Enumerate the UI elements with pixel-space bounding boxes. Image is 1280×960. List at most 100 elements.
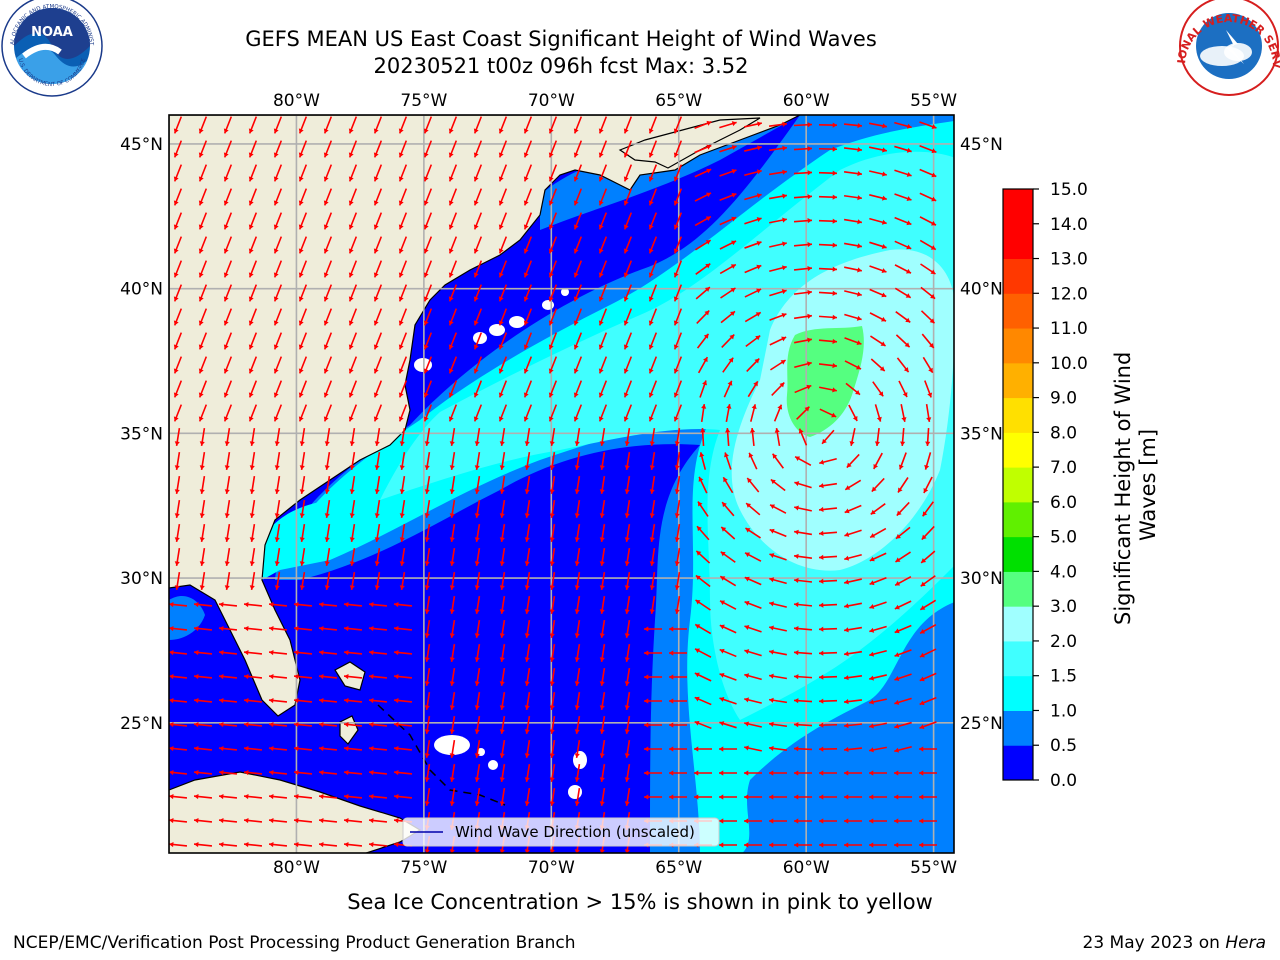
wave-arrow (549, 475, 556, 495)
wave-arrow (423, 236, 433, 254)
wave-arrow (648, 332, 658, 350)
wave-arrow (818, 578, 838, 584)
wave-arrow (873, 452, 883, 470)
wave-arrow (343, 793, 363, 800)
colorbar-segment (1003, 640, 1033, 677)
wave-arrow (694, 239, 712, 251)
wave-arrow (574, 499, 581, 519)
wave-arrow (423, 116, 433, 134)
wave-arrow (399, 571, 406, 591)
wave-arrow (474, 595, 481, 615)
wave-arrow (623, 308, 633, 326)
wave-arrow (374, 451, 381, 471)
wave-arrow (624, 427, 631, 447)
wave-arrow (696, 333, 710, 349)
lat-tick-label-left: 25°N (120, 714, 163, 734)
wave-arrow (869, 312, 887, 322)
wave-arrow (169, 697, 188, 704)
wave-arrow (424, 667, 431, 687)
wave-arrow (398, 380, 408, 398)
wave-arrow (749, 427, 756, 447)
wave-arrow (673, 260, 683, 278)
wave-arrow (193, 673, 213, 680)
wave-arrow (424, 763, 431, 783)
wave-arrow (243, 793, 263, 800)
wave-arrow (474, 547, 481, 567)
wave-arrow (169, 817, 188, 824)
wave-arrow (719, 216, 737, 226)
wave-arrow (548, 140, 558, 158)
wave-arrow (198, 380, 208, 398)
wave-arrow (268, 841, 288, 848)
wave-arrow (448, 332, 458, 350)
wave-arrow (474, 523, 481, 543)
wave-arrow (298, 116, 308, 134)
wave-arrow (249, 523, 256, 543)
wave-arrow (649, 499, 656, 519)
wave-arrow (169, 649, 188, 656)
field-1.0-1.5-florida (258, 500, 360, 580)
wave-arrow (745, 502, 761, 516)
wave-arrow (398, 332, 408, 350)
colorbar-tick-label: 9.0 (1050, 389, 1077, 409)
wave-arrow (474, 643, 481, 663)
wave-arrow (218, 625, 238, 632)
wave-arrow (448, 308, 458, 326)
wave-arrow (818, 266, 838, 272)
wave-arrow (599, 667, 606, 687)
wave-arrow (869, 217, 887, 225)
wave-arrow (368, 841, 388, 848)
wave-arrow (769, 265, 787, 273)
wave-arrow (894, 673, 912, 681)
wave-arrow (499, 691, 506, 711)
wave-arrow (474, 475, 481, 495)
colorbar-segment (1003, 536, 1033, 572)
wave-arrow (574, 715, 581, 735)
wave-arrow (348, 332, 358, 350)
wave-arrow (874, 427, 880, 447)
lat-tick-label-right: 35°N (960, 424, 1003, 444)
wave-arrow (499, 739, 506, 759)
wave-arrow (499, 523, 506, 543)
wave-arrow (343, 697, 363, 704)
wave-arrow (223, 212, 233, 230)
wave-arrow (844, 794, 862, 800)
wave-arrow (549, 691, 556, 711)
wave-arrow (243, 625, 263, 632)
wave-arrow (368, 793, 388, 800)
wave-arrow (573, 284, 583, 302)
wave-arrow (793, 577, 813, 584)
wave-arrow (744, 193, 762, 201)
wave-arrow (598, 236, 608, 254)
wave-arrow (524, 619, 531, 639)
wave-arrow (498, 260, 508, 278)
colorbar-segment (1003, 710, 1033, 746)
wave-arrow (696, 525, 710, 541)
wave-arrow (649, 451, 656, 471)
wave-arrow (298, 404, 308, 422)
wave-arrow (448, 140, 458, 158)
wave-arrow (919, 239, 937, 251)
wave-arrow (694, 120, 712, 129)
wave-arrow (793, 289, 813, 295)
wave-arrow (173, 380, 183, 398)
wave-arrow (323, 380, 333, 398)
wave-arrow (223, 236, 233, 254)
wave-arrow (744, 264, 762, 274)
wave-arrow (293, 673, 313, 680)
wave-arrow (745, 527, 761, 539)
wave-arrow (818, 626, 838, 632)
wave-arrow (548, 188, 558, 206)
wave-arrow (744, 121, 762, 128)
wave-arrow (173, 332, 183, 350)
wave-arrow (173, 356, 183, 374)
wave-arrow (449, 763, 456, 783)
wave-arrow (744, 217, 762, 225)
wave-arrow (818, 506, 838, 513)
wave-arrow (674, 451, 681, 471)
wave-arrow (449, 427, 456, 447)
wave-arrow (448, 212, 458, 230)
wave-arrow (669, 722, 687, 728)
wave-arrow (248, 356, 258, 374)
wave-arrow (793, 553, 813, 559)
